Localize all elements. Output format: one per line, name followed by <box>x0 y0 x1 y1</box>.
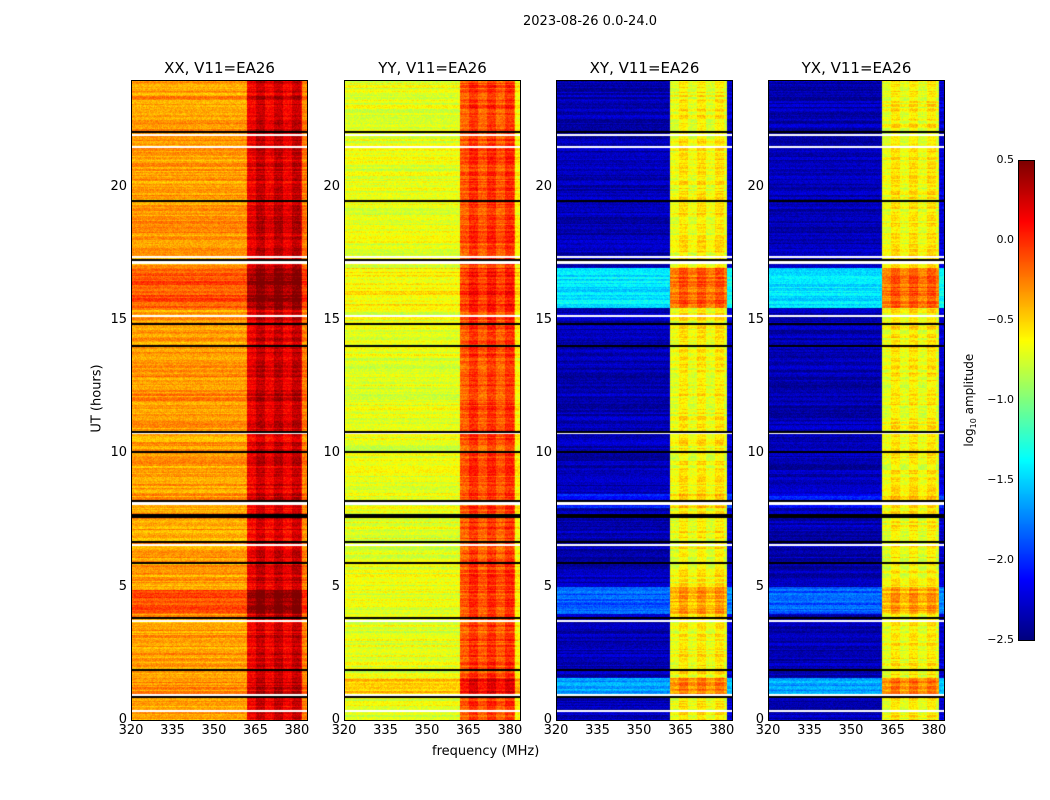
x-tick-label: 335 <box>160 723 185 738</box>
colorbar-tick-label: −1.0 <box>987 393 1014 406</box>
x-tick-label: 350 <box>414 723 440 738</box>
x-tick-label: 365 <box>456 723 481 738</box>
colorbar-tick-label: −0.5 <box>987 313 1014 326</box>
x-tick-label: 380 <box>497 723 523 738</box>
colorbar-label-sub: 10 <box>969 418 979 429</box>
colorbar-label: log10 amplitude <box>962 350 978 450</box>
x-tick-label: 350 <box>201 723 227 738</box>
heatmap-panel <box>344 80 521 721</box>
y-tick-label: 5 <box>543 578 552 594</box>
colorbar-gradient <box>1019 161 1034 640</box>
y-tick-label: 10 <box>747 445 764 461</box>
y-tick-label: 0 <box>118 712 127 727</box>
x-tick-label: 365 <box>668 723 693 738</box>
panel-title: XX, V11=EA26 <box>164 59 275 77</box>
x-axis-label: frequency (MHz) <box>432 744 540 759</box>
panel-title: YX, V11=EA26 <box>801 59 912 77</box>
heatmap-panel <box>556 80 733 721</box>
y-tick-label: 15 <box>747 312 764 327</box>
y-tick-label: 15 <box>323 312 340 327</box>
y-tick-label: 15 <box>110 312 127 327</box>
heatmap-image <box>557 81 732 720</box>
y-tick-label: 0 <box>543 712 552 727</box>
colorbar-tick-label: −2.0 <box>987 553 1014 566</box>
y-tick-label: 20 <box>535 178 552 194</box>
y-tick-label: 5 <box>118 578 127 594</box>
x-tick-label: 350 <box>838 723 864 738</box>
y-tick-label: 10 <box>323 445 340 461</box>
y-axis-label: UT (hours) <box>89 364 105 433</box>
x-tick-label: 380 <box>709 723 735 738</box>
x-tick-label: 320 <box>755 723 781 738</box>
heatmap-panel <box>131 80 308 721</box>
x-tick-label: 380 <box>284 723 310 738</box>
y-tick-label: 5 <box>755 578 764 594</box>
x-tick-label: 350 <box>626 723 652 738</box>
x-tick-label: 335 <box>797 723 822 738</box>
y-tick-label: 15 <box>535 312 552 327</box>
heatmap-image <box>132 81 307 720</box>
heatmap-panel <box>768 80 945 721</box>
x-tick-label: 380 <box>921 723 947 738</box>
y-tick-label: 20 <box>110 178 127 194</box>
x-tick-label: 335 <box>373 723 398 738</box>
x-tick-label: 335 <box>585 723 610 738</box>
x-tick-label: 365 <box>880 723 905 738</box>
figure-title: 2023-08-26 0.0-24.0 <box>523 14 657 29</box>
colorbar-tick-label: −1.5 <box>987 473 1014 486</box>
x-tick-label: 320 <box>331 723 357 738</box>
x-tick-label: 365 <box>243 723 268 738</box>
y-tick-label: 10 <box>110 445 127 461</box>
colorbar-label-main: log <box>961 428 976 447</box>
y-tick-label: 0 <box>755 712 764 727</box>
colorbar-label-rest: amplitude <box>961 353 976 419</box>
panel-title: YY, V11=EA26 <box>378 59 487 77</box>
x-tick-label: 320 <box>118 723 144 738</box>
x-tick-label: 320 <box>543 723 569 738</box>
y-tick-label: 5 <box>331 578 340 594</box>
y-tick-label: 20 <box>323 178 340 194</box>
y-tick-label: 0 <box>331 712 340 727</box>
y-tick-label: 10 <box>535 445 552 461</box>
colorbar-tick-label: 0.0 <box>996 233 1015 246</box>
colorbar <box>1018 160 1035 641</box>
y-tick-label: 20 <box>747 178 764 194</box>
heatmap-image <box>345 81 520 720</box>
heatmap-image <box>769 81 944 720</box>
colorbar-tick-label: 0.5 <box>996 153 1015 166</box>
panel-title: XY, V11=EA26 <box>589 59 700 77</box>
colorbar-tick-label: −2.5 <box>987 633 1014 646</box>
